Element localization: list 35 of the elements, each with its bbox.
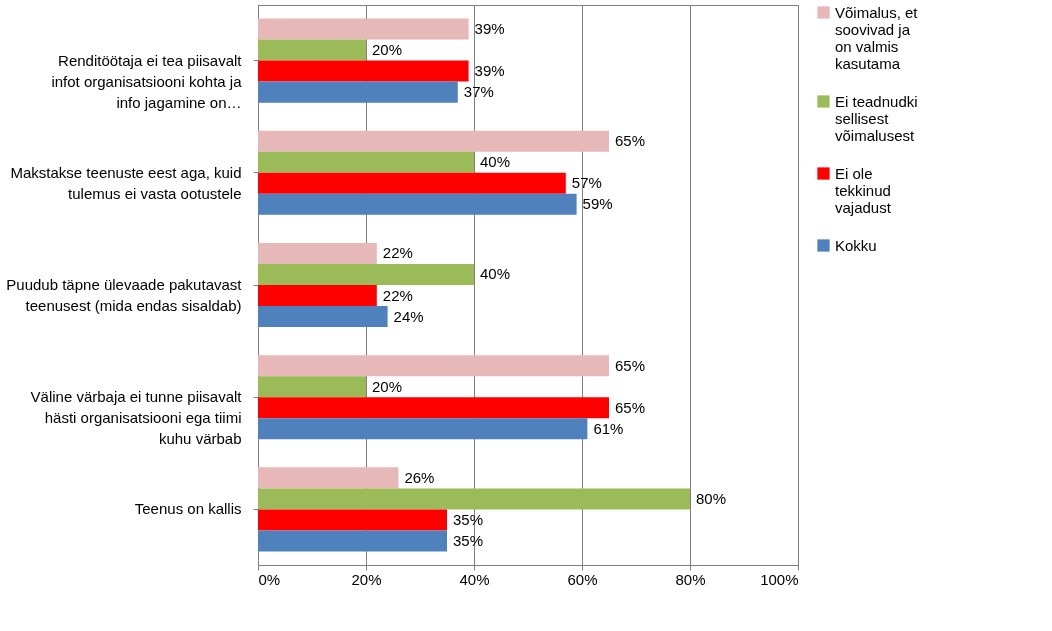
data-label: 22% — [382, 286, 413, 304]
data-label: 35% — [453, 532, 484, 550]
data-label: 39% — [474, 62, 505, 80]
y-tick-label: Makstakse teenuste eest aga, kuid tulemus ei vasta ootustele — [10, 163, 242, 202]
data-label: 37% — [463, 83, 494, 101]
data-label: 57% — [571, 174, 602, 192]
x-tick-label: 80% — [675, 570, 706, 588]
y-tick-label: Väline värbaja ei tunne piisavalt hästi organisatsiooni ega tiimi kuhu värbab — [30, 388, 243, 448]
legend-label: Ei teadnudki sellisest võimalusest — [835, 92, 918, 144]
data-label: 35% — [453, 510, 484, 528]
data-label: 40% — [480, 153, 511, 171]
data-label: 20% — [372, 377, 403, 395]
y-tick-label: Teenus on kallis — [134, 500, 242, 518]
x-tick-label: 60% — [567, 570, 598, 588]
y-tick-label: Puudub täpne ülevaade pakutavast teenusest (mida endas sisaldab) — [6, 276, 243, 314]
data-label: 59% — [582, 195, 613, 213]
x-tick-label: 40% — [459, 570, 490, 588]
data-label: 26% — [404, 468, 435, 486]
x-tick-label: 100% — [760, 570, 799, 588]
data-label: 22% — [382, 244, 413, 262]
data-label: 80% — [696, 489, 727, 507]
data-label: 65% — [615, 398, 646, 416]
data-label: 65% — [615, 132, 646, 150]
data-label: 61% — [593, 419, 624, 437]
data-label: 20% — [372, 41, 403, 59]
x-tick-label: 0% — [258, 570, 281, 588]
legend-label: Ei ole tekkinud vajadust — [835, 164, 892, 216]
y-tick-label: Renditöötaja ei tea piisavalt infot organisatsiooni kohta ja info jagamine on… — [51, 51, 243, 111]
data-label: 65% — [615, 356, 646, 374]
legend-label: Kokku — [835, 236, 877, 254]
x-tick-label: 20% — [351, 570, 382, 588]
data-label: 24% — [393, 307, 424, 325]
data-label: 40% — [480, 265, 511, 283]
legend-label: Võimalus, et soovivad ja on valmis kasutama — [835, 3, 919, 72]
data-label: 39% — [474, 19, 505, 37]
